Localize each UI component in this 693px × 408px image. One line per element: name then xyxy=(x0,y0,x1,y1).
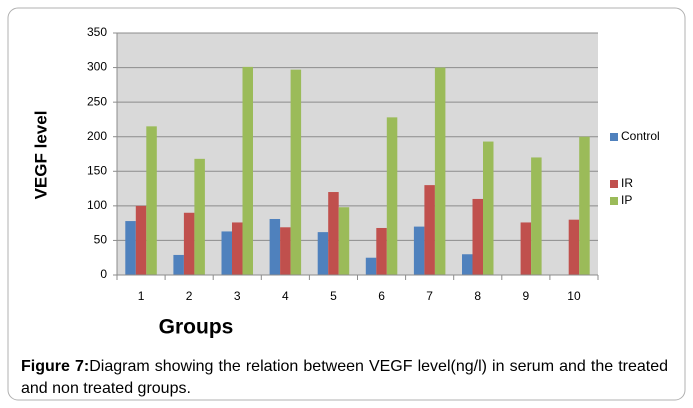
bar xyxy=(125,221,136,275)
bar xyxy=(365,257,377,275)
bar xyxy=(568,219,580,275)
bar xyxy=(531,157,542,275)
bar xyxy=(221,231,232,275)
x-tick-label: 8 xyxy=(474,289,481,303)
bar xyxy=(520,222,532,275)
x-tick-label: 4 xyxy=(282,289,289,303)
bar xyxy=(173,254,184,275)
bar xyxy=(472,198,483,275)
x-tick-label: 7 xyxy=(426,289,433,303)
legend-swatch xyxy=(610,197,618,205)
bar xyxy=(413,226,425,275)
legend-label: IP xyxy=(621,193,632,207)
bar xyxy=(242,66,253,275)
bar xyxy=(194,158,205,275)
legend-label: IR xyxy=(621,176,633,190)
bar xyxy=(386,117,398,276)
y-tick-label: 250 xyxy=(87,94,107,108)
x-tick-label: 10 xyxy=(567,289,581,303)
bar xyxy=(232,222,243,275)
bar xyxy=(317,232,329,275)
y-tick-label: 150 xyxy=(87,163,107,177)
bar xyxy=(483,141,494,275)
frame xyxy=(7,7,686,401)
bar xyxy=(269,218,281,275)
legend-label: Control xyxy=(621,129,660,143)
y-tick-label: 50 xyxy=(94,233,108,247)
x-tick-label: 5 xyxy=(330,289,337,303)
y-tick-label: 300 xyxy=(87,60,107,74)
bar xyxy=(146,126,157,275)
bar xyxy=(376,227,387,275)
y-tick-label: 200 xyxy=(87,129,107,143)
y-axis-title: VEGF level xyxy=(31,111,50,200)
caption-text: Diagram showing the relation between VEG… xyxy=(21,358,669,397)
bar xyxy=(135,205,147,275)
bar xyxy=(424,185,435,275)
bar xyxy=(338,207,350,275)
y-tick-label: 350 xyxy=(87,25,107,39)
bar xyxy=(280,227,291,275)
bar xyxy=(579,136,590,275)
y-tick-label: 0 xyxy=(100,267,107,281)
x-tick-label: 9 xyxy=(523,289,530,303)
x-tick-label: 2 xyxy=(186,289,193,303)
bar xyxy=(328,192,339,275)
y-tick-label: 100 xyxy=(87,198,107,212)
legend-swatch xyxy=(610,180,618,188)
caption: Figure 7:Diagram showing the relation be… xyxy=(21,356,668,400)
x-tick-label: 1 xyxy=(138,289,145,303)
legend-swatch xyxy=(610,133,618,141)
bar xyxy=(434,67,446,275)
x-tick-label: 6 xyxy=(378,289,385,303)
x-axis-title: Groups xyxy=(159,316,234,339)
x-tick-label: 3 xyxy=(234,289,241,303)
caption-label: Figure 7: xyxy=(21,358,90,375)
bar xyxy=(462,254,473,275)
bar xyxy=(290,69,302,275)
bar xyxy=(183,212,195,275)
